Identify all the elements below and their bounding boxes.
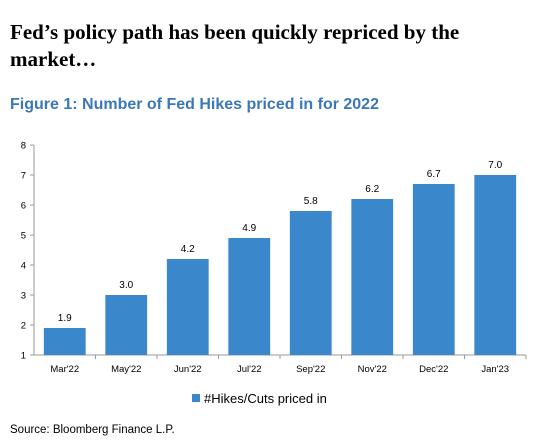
x-tick-label: Dec'22 [419,364,448,375]
bar-data-label: 3.0 [119,280,133,291]
y-tick-label: 4 [21,261,26,272]
y-tick-label: 6 [21,201,26,212]
x-tick-label: Jan'23 [481,364,509,375]
bar [412,184,455,355]
bar-data-label: 6.7 [427,169,441,180]
y-tick-label: 5 [21,231,26,242]
bar-data-label: 4.2 [181,244,195,255]
y-tick-label: 3 [21,291,26,302]
bar-data-label: 6.2 [365,184,379,195]
bar-data-label: 1.9 [58,313,72,324]
legend-label: #Hikes/Cuts priced in [204,391,327,406]
legend-swatch [192,394,200,402]
x-tick-label: Nov'22 [358,364,387,375]
chart-data-labels: 1.9 3.0 4.2 4.9 5.8 6.2 6.7 7.0 [58,160,503,324]
bar [105,295,148,355]
y-tick-label: 8 [21,141,26,152]
chart-title: Figure 1: Number of Fed Hikes priced in … [10,96,379,113]
bar [43,328,86,355]
x-tick-label: Jul'22 [237,364,262,375]
bar-chart: 1.9 3.0 4.2 4.9 5.8 6.2 6.7 7.0 Mar'22 May'22 Jun… [21,141,527,406]
bar [351,199,394,355]
y-tick-label: 7 [21,171,26,182]
x-tick-label: Jun'22 [174,364,202,375]
chart-legend: #Hikes/Cuts priced in [192,391,327,406]
source-note: Source: Bloomberg Finance L.P. [10,424,175,436]
chart-y-ticks: 1 2 3 4 5 6 7 8 [21,141,34,362]
y-tick-label: 2 [21,321,26,332]
bar [228,238,271,355]
chart-x-ticks: Mar'22 May'22 Jun'22 Jul'22 Sep'22 Nov'22 Dec'… [50,355,527,375]
bar-data-label: 4.9 [242,223,256,234]
bar [289,211,332,355]
headline: Fed’s policy path has been quickly repri… [10,20,460,71]
bar [474,175,517,355]
x-tick-label: Sep'22 [296,364,325,375]
bar [166,259,209,355]
x-tick-label: Mar'22 [50,364,79,375]
bar-data-label: 5.8 [304,196,318,207]
chart-bars [43,175,517,355]
y-tick-label: 1 [21,351,26,362]
x-tick-label: May'22 [111,364,141,375]
bar-data-label: 7.0 [488,160,502,171]
